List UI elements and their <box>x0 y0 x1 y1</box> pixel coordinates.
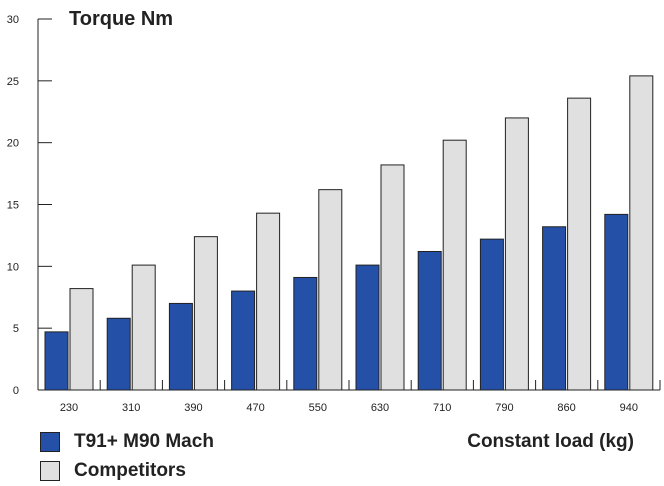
bar-series-2 <box>567 97 592 391</box>
bar-series-1 <box>604 213 629 391</box>
x-tick-label: 470 <box>246 402 264 414</box>
bar-series-2 <box>380 164 405 391</box>
y-tick-label: 15 <box>7 200 19 212</box>
legend-item-series-1: T91+ M90 Mach <box>40 431 214 453</box>
x-axis-label: Constant load (kg) <box>467 431 634 452</box>
y-tick-label: 5 <box>13 323 19 335</box>
bar-series-1 <box>479 238 504 391</box>
bar-series-2 <box>442 139 467 391</box>
y-tick-label: 20 <box>7 138 19 150</box>
bar-series-2 <box>256 212 281 391</box>
bar-series-1 <box>168 302 193 391</box>
legend-swatch-series-1 <box>40 432 60 452</box>
bar-series-1 <box>355 264 380 391</box>
chart-title: Torque Nm <box>69 8 173 30</box>
y-tick-label: 0 <box>13 385 19 397</box>
bar-series-1 <box>106 317 131 391</box>
x-tick-label: 630 <box>371 402 389 414</box>
bar-series-2 <box>193 236 218 391</box>
x-tick-label: 860 <box>557 402 575 414</box>
chart-bars <box>44 75 654 391</box>
legend-label-series-1: T91+ M90 Mach <box>74 431 214 452</box>
x-tick-label: 310 <box>122 402 140 414</box>
bar-series-1 <box>44 331 69 391</box>
bar-series-2 <box>504 117 529 391</box>
bar-series-2 <box>629 75 654 391</box>
legend-item-series-2: Competitors <box>40 460 186 482</box>
bar-series-2 <box>131 264 156 391</box>
x-tick-label: 550 <box>309 402 327 414</box>
y-tick-label: 10 <box>7 261 19 273</box>
chart-axes: 0 5 10 15 20 25 30 230 310 390 470 550 630 710 790 860 9… <box>7 14 661 414</box>
bar-series-2 <box>69 288 94 391</box>
bar-series-2 <box>318 189 343 391</box>
x-tick-label: 710 <box>433 402 451 414</box>
y-tick-label: 30 <box>7 14 19 26</box>
x-tick-label: 940 <box>620 402 638 414</box>
bar-series-1 <box>542 226 567 391</box>
legend-label-series-2: Competitors <box>74 460 186 481</box>
bar-series-1 <box>293 276 318 391</box>
bar-series-1 <box>231 290 256 391</box>
y-tick-label: 25 <box>7 76 19 88</box>
x-tick-label: 790 <box>495 402 513 414</box>
x-tick-label: 230 <box>60 402 78 414</box>
legend-swatch-series-2 <box>40 461 60 481</box>
bar-series-1 <box>417 250 442 391</box>
x-tick-label: 390 <box>184 402 202 414</box>
